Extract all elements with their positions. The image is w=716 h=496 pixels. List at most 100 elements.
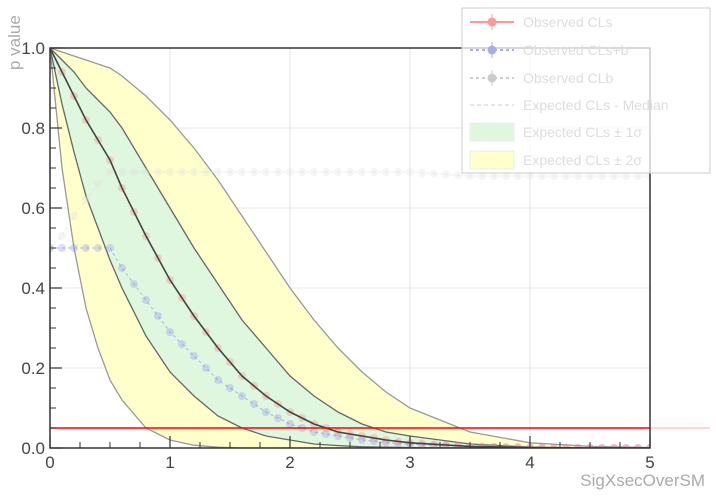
observed-clsb-point [562, 443, 570, 448]
observed-clsb-point [598, 444, 606, 448]
observed-clb-point [550, 172, 558, 180]
observed-cls-point [622, 444, 630, 448]
observed-clb-point [250, 168, 258, 176]
observed-clb-point [214, 168, 222, 176]
observed-clb-point [598, 172, 606, 180]
observed-cls-point [646, 444, 650, 448]
observed-clb-point [454, 171, 462, 180]
observed-clsb-point [106, 244, 114, 252]
observed-clb-point [622, 172, 630, 180]
band-edge-upper [50, 48, 650, 448]
y-axis-title: p value [5, 15, 24, 70]
observed-clsb-point [262, 408, 270, 416]
observed-clb-point [106, 168, 114, 176]
band-1sigma [50, 48, 650, 448]
observed-clb-point [82, 196, 90, 204]
observed-clb-point [562, 172, 570, 180]
legend-label: Observed CLs [523, 14, 612, 30]
observed-clb-point [334, 168, 342, 176]
y-tick-label: 1.0 [21, 39, 45, 58]
observed-clb-point [190, 168, 198, 176]
x-tick-label: 5 [645, 453, 654, 472]
observed-clsb-point [226, 384, 234, 392]
axis-ticks: 0 1 2 3 4 5 0.0 0.2 0.4 0.6 0.8 1.0 [21, 39, 654, 472]
observed-clb-point [382, 168, 390, 176]
observed-clb-point [166, 168, 174, 176]
observed-clsb-point [634, 444, 642, 448]
observed-clsb-point [322, 430, 330, 438]
observed-clb-point [274, 168, 282, 176]
observed-cls-point [574, 443, 582, 448]
observed-clb-point [346, 168, 354, 176]
observed-clb-point [538, 172, 546, 180]
legend: Observed CLs Observed CLs+b Observed CLb Ex… [461, 7, 711, 174]
observed-clb-point [370, 168, 378, 176]
observed-clb-point [646, 172, 650, 180]
observed-clsb-point [94, 244, 102, 252]
observed-clb-point [154, 168, 162, 176]
observed-clb-point [262, 168, 270, 176]
observed-clb-point [406, 168, 414, 176]
observed-clsb-point [358, 436, 366, 444]
x-tick-label: 4 [525, 453, 534, 472]
observed-clsb-point [646, 444, 650, 448]
observed-clb-point [358, 168, 366, 176]
x-tick-label: 1 [165, 453, 174, 472]
legend-label: Observed CLs+b [523, 42, 629, 58]
observed-clb-point [430, 169, 438, 178]
observed-clsb-point [310, 428, 318, 436]
expected-cls-median-line [50, 48, 650, 448]
observed-clsb-point [250, 400, 258, 408]
legend-label: Expected CLs ± 2σ [523, 152, 642, 168]
observed-clsb-point [82, 244, 90, 252]
observed-clb-point [226, 168, 234, 176]
observed-clb-point [586, 172, 594, 180]
x-axis-title: SigXsecOverSM [580, 471, 705, 490]
y-tick-label: 0.2 [21, 359, 45, 378]
observed-clb-point [502, 172, 510, 180]
observed-clb-point [286, 168, 294, 176]
legend-label: Expected CLs - Median [523, 97, 669, 113]
x-tick-label: 0 [45, 453, 54, 472]
observed-cls-point [598, 444, 606, 448]
y-tick-label: 0.6 [21, 199, 45, 218]
observed-clsb-point [190, 352, 198, 360]
observed-clb-point [202, 168, 210, 176]
observed-clsb-point [610, 444, 618, 448]
observed-clsb-point [142, 296, 150, 304]
observed-clb-point [142, 168, 150, 176]
observed-clb-point [178, 168, 186, 176]
observed-clsb-point [622, 444, 630, 448]
legend-box [461, 7, 711, 174]
observed-cls-point [634, 444, 642, 448]
observed-clsb-point [214, 376, 222, 384]
observed-clb-point [466, 172, 474, 180]
observed-clb-point [298, 168, 306, 176]
observed-clb-point [418, 168, 426, 177]
observed-clsb-line [50, 247, 650, 448]
observed-clb-point [322, 168, 330, 176]
legend-entry: Observed CLb [470, 70, 613, 86]
observed-clsb-point [58, 244, 66, 252]
observed-clsb-point [154, 312, 162, 320]
observed-clb-point [526, 172, 534, 180]
observed-clb-point [118, 168, 126, 176]
legend-entry: Expected CLs ± 1σ [469, 122, 642, 142]
observed-clsb-point [202, 364, 210, 372]
observed-clsb-point [274, 414, 282, 422]
x-tick-label: 3 [405, 453, 414, 472]
legend-label: Expected CLs ± 1σ [523, 124, 642, 140]
observed-clb-point [130, 168, 138, 176]
observed-clb-point [490, 172, 498, 180]
observed-clsb-point [334, 432, 342, 440]
legend-label: Observed CLb [523, 70, 613, 86]
observed-clb-point [94, 180, 102, 188]
legend-fill-swatch [469, 150, 515, 170]
band-edge-lower [50, 48, 650, 448]
observed-clsb-point [370, 437, 378, 446]
observed-clb-point [514, 172, 522, 180]
legend-fill-swatch [469, 122, 515, 142]
observed-clb-line [50, 171, 650, 249]
observed-clsb-point [238, 392, 246, 400]
